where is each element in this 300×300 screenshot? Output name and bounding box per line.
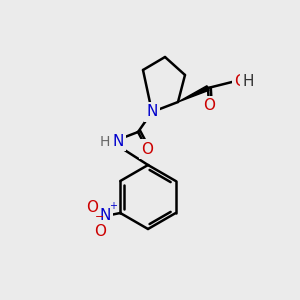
Text: +: + <box>109 201 117 211</box>
Text: H: H <box>242 74 254 89</box>
Text: O: O <box>203 98 215 113</box>
Text: O: O <box>94 224 106 238</box>
Text: N: N <box>113 134 124 149</box>
Text: O: O <box>234 74 246 89</box>
Text: O: O <box>86 200 98 215</box>
Text: N: N <box>146 104 158 119</box>
Polygon shape <box>178 86 209 102</box>
Text: N: N <box>100 208 111 224</box>
Text: −: − <box>95 212 105 222</box>
Text: H: H <box>100 135 110 149</box>
Text: O: O <box>141 142 153 157</box>
